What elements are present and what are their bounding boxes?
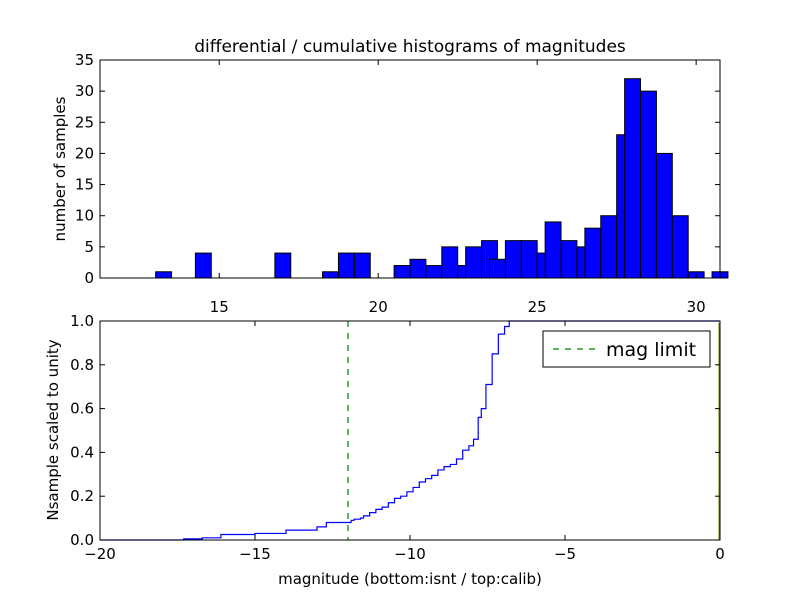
histogram-bar xyxy=(155,271,173,279)
x-tick-label: −20 xyxy=(84,545,116,563)
y-tick-label: 0.8 xyxy=(70,356,94,374)
histogram-bar xyxy=(544,221,562,279)
histogram-bar xyxy=(640,90,657,279)
histogram-bar xyxy=(655,152,673,279)
top-axis-ticks: 0 5 10 15 20 25 30 35 15 20 25 30 xyxy=(75,51,720,316)
x-tick-label: −5 xyxy=(554,545,576,563)
histogram-bar xyxy=(488,258,506,279)
y-tick-label: 25 xyxy=(75,113,94,131)
x-tick-label: 0 xyxy=(715,545,725,563)
histogram-bar xyxy=(425,265,443,279)
bottom-axis-ticks: 0.0 0.2 0.4 0.6 0.8 1.0 −20 −15 −10 −5 0 xyxy=(70,312,725,563)
bottom-y-axis-label: Nsample scaled to unity xyxy=(44,339,62,520)
histogram-bar xyxy=(584,227,602,279)
y-tick-label: 1.0 xyxy=(70,312,94,330)
y-tick-label: 15 xyxy=(75,176,94,194)
y-tick-label: 0 xyxy=(84,269,94,287)
histogram-bar xyxy=(322,271,339,279)
histogram-bar xyxy=(671,215,689,279)
legend: mag limit xyxy=(542,330,711,368)
legend-label-mag-limit: mag limit xyxy=(606,339,696,361)
x-tick-label: −10 xyxy=(394,545,426,563)
y-tick-label: 30 xyxy=(75,82,94,100)
histogram-bar xyxy=(393,265,411,279)
x-tick-label: 20 xyxy=(369,298,388,316)
x-tick-label: 15 xyxy=(210,298,229,316)
histogram-bar xyxy=(465,246,483,279)
y-tick-label: 0.4 xyxy=(70,443,94,461)
histogram-bar xyxy=(194,252,212,279)
cumulative-step-line xyxy=(100,320,720,541)
x-axis-label: magnitude (bottom:isnt / top:calib) xyxy=(278,570,542,588)
x-tick-label: 30 xyxy=(687,298,706,316)
chart-title: differential / cumulative histograms of … xyxy=(194,37,626,57)
histogram-bar xyxy=(353,252,371,279)
cumulative-plot xyxy=(100,320,720,541)
x-tick-label: −15 xyxy=(239,545,271,563)
histogram-bar xyxy=(520,240,538,279)
histogram-bar xyxy=(560,240,578,279)
histogram-bar xyxy=(504,240,522,279)
x-tick-label: 25 xyxy=(528,298,547,316)
y-tick-label: 5 xyxy=(84,238,94,256)
y-tick-label: 0.2 xyxy=(70,487,94,505)
histogram-bar xyxy=(409,258,427,279)
histogram-bar xyxy=(600,215,618,279)
top-axes-frame xyxy=(99,59,721,279)
y-tick-label: 10 xyxy=(75,207,94,225)
y-tick-label: 0.6 xyxy=(70,400,94,418)
histogram-bar xyxy=(441,246,459,279)
y-tick-label: 0.0 xyxy=(70,531,94,549)
y-tick-label: 20 xyxy=(75,144,94,162)
histogram-bars xyxy=(155,78,729,279)
y-tick-label: 35 xyxy=(75,51,94,69)
histogram-bar xyxy=(624,78,642,279)
histogram-bar xyxy=(274,252,292,279)
top-y-axis-label: number of samples xyxy=(51,96,69,241)
histogram-bar xyxy=(337,252,355,279)
